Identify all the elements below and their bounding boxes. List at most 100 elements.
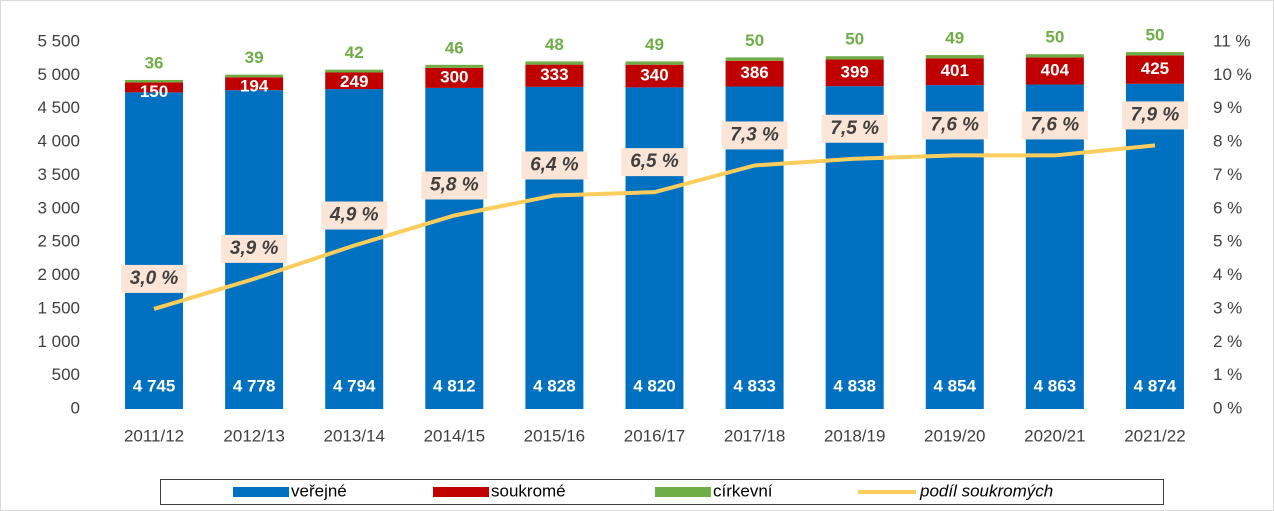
value-label: 50 xyxy=(845,30,864,49)
value-label: 4 828 xyxy=(533,376,576,395)
y2-tick-label: 9 % xyxy=(1213,98,1242,117)
value-label: 4 745 xyxy=(133,376,176,395)
bar-segment xyxy=(125,92,184,409)
legend-label: církevní xyxy=(713,481,773,500)
value-label: 4 838 xyxy=(833,376,876,395)
bar-segment xyxy=(625,61,684,65)
y2-tick-label: 1 % xyxy=(1213,365,1242,384)
x-tick-label: 2015/16 xyxy=(524,426,585,445)
bar-segment xyxy=(525,86,584,409)
line-label-bg xyxy=(521,151,588,180)
y2-tick-label: 3 % xyxy=(1213,298,1242,317)
bar-segment xyxy=(225,74,284,78)
legend-marker xyxy=(655,487,711,497)
y-tick-label: 2 500 xyxy=(37,232,80,251)
y-tick-label: 500 xyxy=(52,365,80,384)
line-label-bg xyxy=(621,148,688,177)
line-label-bg xyxy=(121,264,188,293)
value-label: 150 xyxy=(140,82,168,101)
bar-segment xyxy=(225,77,284,91)
x-tick-label: 2013/14 xyxy=(324,426,385,445)
y2-tick-label: 4 % xyxy=(1213,265,1242,284)
value-label: 42 xyxy=(345,43,364,62)
value-label: 425 xyxy=(1141,59,1169,78)
value-label: 49 xyxy=(945,29,964,48)
x-tick-label: 2020/21 xyxy=(1024,426,1085,445)
bar-segment xyxy=(125,82,184,93)
bar-segment xyxy=(725,60,784,87)
line-label-bg xyxy=(1121,101,1188,130)
bar-segment xyxy=(625,87,684,409)
line-label-bg xyxy=(221,234,288,263)
y-tick-label: 5 500 xyxy=(37,31,80,50)
bar-segment xyxy=(425,64,484,68)
value-label: 340 xyxy=(640,66,668,85)
line-label-bg xyxy=(921,111,988,140)
line-label-bg xyxy=(1021,111,1088,140)
line-label: 7,6 % xyxy=(930,114,979,135)
value-label: 39 xyxy=(245,48,264,67)
line-label-bg xyxy=(421,171,488,200)
y-tick-label: 4 500 xyxy=(37,98,80,117)
y2-tick-label: 2 % xyxy=(1213,332,1242,351)
y2-tick-label: 7 % xyxy=(1213,165,1242,184)
bar-segment xyxy=(625,64,684,88)
value-label: 4 833 xyxy=(733,376,776,395)
bar-segment xyxy=(1025,57,1084,85)
y2-tick-label: 0 % xyxy=(1213,398,1242,417)
bar-segment xyxy=(425,67,484,88)
value-label: 4 812 xyxy=(433,376,476,395)
y-tick-label: 0 xyxy=(71,398,80,417)
legend-label: soukromé xyxy=(491,481,566,500)
value-label: 50 xyxy=(1145,26,1164,45)
x-tick-label: 2017/18 xyxy=(724,426,785,445)
y2-tick-label: 8 % xyxy=(1213,132,1242,151)
value-label: 4 863 xyxy=(1034,376,1077,395)
y-tick-label: 1 500 xyxy=(37,298,80,317)
x-tick-label: 2019/20 xyxy=(924,426,985,445)
x-tick-label: 2012/13 xyxy=(223,426,284,445)
value-label: 333 xyxy=(540,65,568,84)
value-label: 48 xyxy=(545,35,564,54)
line xyxy=(153,143,1156,311)
value-label: 46 xyxy=(445,38,464,57)
bar-segment xyxy=(325,72,384,90)
value-label: 4 778 xyxy=(233,376,276,395)
bar-segment xyxy=(825,56,884,60)
line-label: 7,5 % xyxy=(830,118,879,139)
value-label: 386 xyxy=(740,63,768,82)
y2-tick-label: 6 % xyxy=(1213,198,1242,217)
bar-segment xyxy=(825,59,884,87)
legend-label: podíl soukromých xyxy=(919,481,1053,500)
x-tick-label: 2016/17 xyxy=(624,426,685,445)
y2-tick-label: 11 % xyxy=(1213,31,1251,50)
y2-tick-label: 5 % xyxy=(1213,232,1242,251)
line-label: 7,9 % xyxy=(1131,104,1180,125)
value-label: 4 874 xyxy=(1134,376,1177,395)
line-label: 7,6 % xyxy=(1031,114,1080,135)
value-label: 50 xyxy=(745,31,764,50)
value-label: 50 xyxy=(1045,28,1064,47)
legend-marker xyxy=(233,487,289,497)
value-label: 194 xyxy=(240,77,269,96)
bar-segment xyxy=(1025,54,1084,58)
value-label: 36 xyxy=(145,53,164,72)
bar-segment xyxy=(525,64,584,87)
bar-segment xyxy=(1125,55,1184,84)
y-tick-label: 3 000 xyxy=(37,198,80,217)
bar-segment xyxy=(125,79,184,83)
y-tick-label: 5 000 xyxy=(37,65,80,84)
value-label: 300 xyxy=(440,67,468,86)
x-tick-label: 2011/12 xyxy=(124,426,184,445)
line-label: 6,4 % xyxy=(530,154,579,175)
bar-segment xyxy=(925,55,984,59)
x-tick-label: 2018/19 xyxy=(824,426,885,445)
value-label: 399 xyxy=(840,62,868,81)
bar-segment xyxy=(1125,52,1184,56)
value-label: 249 xyxy=(340,72,368,91)
line-label: 3,0 % xyxy=(130,268,179,289)
y-tick-label: 2 000 xyxy=(37,265,80,284)
line-label: 7,3 % xyxy=(730,124,779,145)
x-tick-label: 2014/15 xyxy=(424,426,485,445)
